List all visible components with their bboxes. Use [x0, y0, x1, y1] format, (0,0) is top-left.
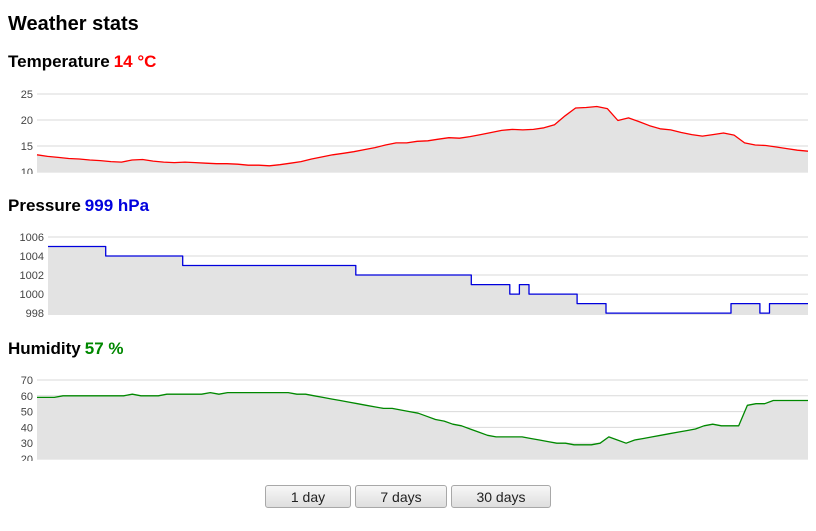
page-title: Weather stats [8, 12, 139, 36]
humidity-heading: Humidity 57 % [8, 339, 123, 359]
temperature-tick-label: 25 [21, 89, 33, 101]
temperature-heading: Temperature 14 °C [8, 52, 156, 72]
thirty-days-button[interactable]: 30 days [451, 485, 551, 508]
pressure-tick-label: 998 [26, 308, 44, 317]
humidity-chart: 20 30 40 50 60 70 [0, 374, 816, 461]
humidity-reading: 57 % [85, 339, 124, 358]
pressure-tick-label: 1000 [20, 289, 44, 301]
one-day-button[interactable]: 1 day [265, 485, 351, 508]
humidity-tick-label: 70 [21, 375, 33, 387]
temperature-area-fill [37, 107, 808, 173]
pressure-tick-label: 1006 [20, 232, 44, 244]
humidity-tick-label: 50 [21, 407, 33, 419]
temperature-reading: 14 °C [114, 52, 157, 71]
pressure-area-fill [48, 247, 808, 316]
pressure-chart: 998 1000 1002 1004 1006 [0, 231, 816, 317]
humidity-label: Humidity [8, 339, 81, 358]
temperature-label: Temperature [8, 52, 110, 71]
humidity-area-fill [37, 393, 808, 459]
temperature-chart: 10 15 20 25 [0, 88, 816, 174]
pressure-reading: 999 hPa [85, 196, 149, 215]
pressure-label: Pressure [8, 196, 81, 215]
humidity-tick-label: 60 [21, 391, 33, 403]
pressure-tick-label: 1002 [20, 270, 44, 282]
humidity-tick-label: 40 [21, 422, 33, 434]
seven-days-button[interactable]: 7 days [355, 485, 447, 508]
time-range-selector: 1 day 7 days 30 days [0, 485, 816, 509]
humidity-tick-label: 30 [21, 438, 33, 450]
humidity-tick-label: 20 [21, 454, 33, 461]
temperature-tick-label: 15 [21, 141, 33, 153]
pressure-heading: Pressure 999 hPa [8, 196, 149, 216]
temperature-tick-label: 20 [21, 115, 33, 127]
pressure-tick-label: 1004 [20, 251, 44, 263]
temperature-tick-label: 10 [21, 167, 33, 174]
